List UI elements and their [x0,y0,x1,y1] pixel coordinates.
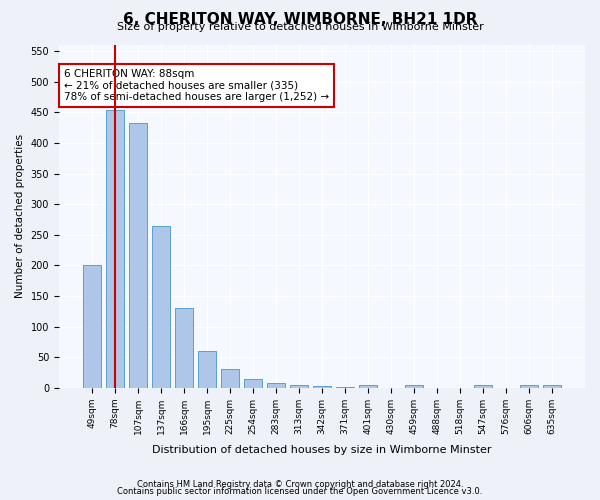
Bar [198,351,216,388]
Bar [221,370,239,388]
Bar [175,308,193,388]
Text: Size of property relative to detached houses in Wimborne Minster: Size of property relative to detached ho… [116,22,484,32]
Text: 6 CHERITON WAY: 88sqm
← 21% of detached houses are smaller (335)
78% of semi-det: 6 CHERITON WAY: 88sqm ← 21% of detached … [64,69,329,102]
Bar [359,384,377,388]
Bar [313,386,331,388]
Bar [83,266,101,388]
Y-axis label: Number of detached properties: Number of detached properties [15,134,25,298]
Bar [474,384,492,388]
Bar [290,384,308,388]
Text: Contains public sector information licensed under the Open Government Licence v3: Contains public sector information licen… [118,487,482,496]
Bar [152,226,170,388]
Bar [106,110,124,388]
Bar [405,386,423,388]
Bar [542,384,561,388]
X-axis label: Distribution of detached houses by size in Wimborne Minster: Distribution of detached houses by size … [152,445,492,455]
Text: 6, CHERITON WAY, WIMBORNE, BH21 1DR: 6, CHERITON WAY, WIMBORNE, BH21 1DR [123,12,477,28]
Bar [244,378,262,388]
Bar [336,387,354,388]
Bar [129,122,147,388]
Text: Contains HM Land Registry data © Crown copyright and database right 2024.: Contains HM Land Registry data © Crown c… [137,480,463,489]
Bar [520,384,538,388]
Bar [267,383,285,388]
